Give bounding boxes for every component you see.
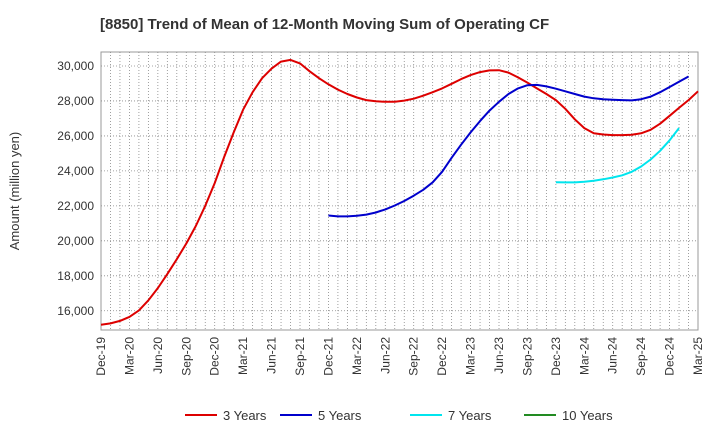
x-tick-label: Sep-22	[407, 337, 421, 376]
x-tick-label: Dec-20	[208, 337, 222, 376]
x-tick-label: Sep-23	[520, 337, 534, 376]
x-tick-label: Mar-21	[236, 337, 250, 375]
series-line-7-years	[555, 127, 680, 184]
legend: 3 Years 5 Years 7 Years 10 Years	[185, 408, 613, 423]
legend-label: 3 Years	[223, 408, 267, 423]
x-tick-label: Jun-21	[265, 337, 279, 374]
series-lines	[100, 58, 699, 326]
series-line-5-years	[328, 75, 689, 218]
x-axis-ticks: Dec-19 Mar-20 Jun-20 Sep-20 Dec-20 Mar-21 Jun-…	[94, 337, 705, 376]
x-tick-label: Jun-20	[151, 337, 165, 374]
legend-label: 5 Years	[318, 408, 362, 423]
grid	[101, 52, 698, 330]
y-tick-label: 16,000	[57, 304, 94, 318]
y-axis-ticks: 16,000 18,000 20,000 22,000 24,000 26,000 28,0…	[57, 59, 94, 318]
x-tick-label: Sep-24	[634, 337, 648, 376]
x-tick-label: Jun-22	[378, 337, 392, 374]
y-tick-label: 26,000	[57, 129, 94, 143]
x-tick-label: Jun-23	[492, 337, 506, 374]
y-tick-label: 22,000	[57, 199, 94, 213]
x-tick-label: Dec-19	[94, 337, 108, 376]
x-tick-label: Mar-20	[122, 337, 136, 375]
x-tick-label: Sep-20	[179, 337, 193, 376]
y-tick-label: 18,000	[57, 269, 94, 283]
x-tick-label: Dec-21	[321, 337, 335, 376]
series-line-3-years	[100, 58, 699, 326]
x-tick-label: Mar-23	[464, 337, 478, 375]
y-tick-label: 20,000	[57, 234, 94, 248]
plot-area	[100, 51, 699, 331]
x-tick-label: Sep-21	[293, 337, 307, 376]
legend-label: 7 Years	[448, 408, 492, 423]
chart-title: [8850] Trend of Mean of 12-Month Moving …	[100, 16, 549, 33]
x-tick-label: Jun-24	[606, 337, 620, 374]
x-tick-label: Dec-22	[435, 337, 449, 376]
legend-label: 10 Years	[562, 408, 613, 423]
y-axis-label: Amount (million yen)	[7, 132, 22, 251]
y-tick-label: 28,000	[57, 94, 94, 108]
x-tick-label: Dec-23	[549, 337, 563, 376]
x-tick-label: Mar-22	[350, 337, 364, 375]
x-tick-label: Mar-25	[691, 337, 705, 375]
x-tick-label: Dec-24	[663, 337, 677, 376]
y-tick-label: 30,000	[57, 59, 94, 73]
x-tick-label: Mar-24	[577, 337, 591, 375]
y-tick-label: 24,000	[57, 164, 94, 178]
